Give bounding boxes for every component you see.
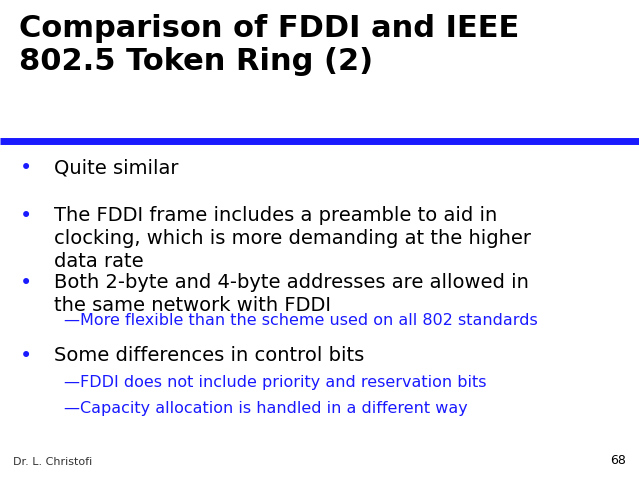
Text: —More flexible than the scheme used on all 802 standards: —More flexible than the scheme used on a…	[64, 313, 537, 328]
Text: Both 2-byte and 4-byte addresses are allowed in
the same network with FDDI: Both 2-byte and 4-byte addresses are all…	[54, 273, 529, 315]
Text: —Capacity allocation is handled in a different way: —Capacity allocation is handled in a dif…	[64, 401, 468, 416]
Text: Dr. L. Christofi: Dr. L. Christofi	[13, 457, 92, 467]
Text: Some differences in control bits: Some differences in control bits	[54, 346, 365, 365]
Text: •: •	[19, 346, 32, 366]
Text: •: •	[19, 158, 32, 178]
Text: —FDDI does not include priority and reservation bits: —FDDI does not include priority and rese…	[64, 375, 486, 389]
Text: Quite similar: Quite similar	[54, 158, 179, 177]
Text: The FDDI frame includes a preamble to aid in
clocking, which is more demanding a: The FDDI frame includes a preamble to ai…	[54, 206, 531, 272]
Text: •: •	[19, 273, 32, 293]
Text: •: •	[19, 206, 32, 226]
Text: 68: 68	[610, 454, 626, 467]
Text: Comparison of FDDI and IEEE
802.5 Token Ring (2): Comparison of FDDI and IEEE 802.5 Token …	[19, 14, 520, 76]
